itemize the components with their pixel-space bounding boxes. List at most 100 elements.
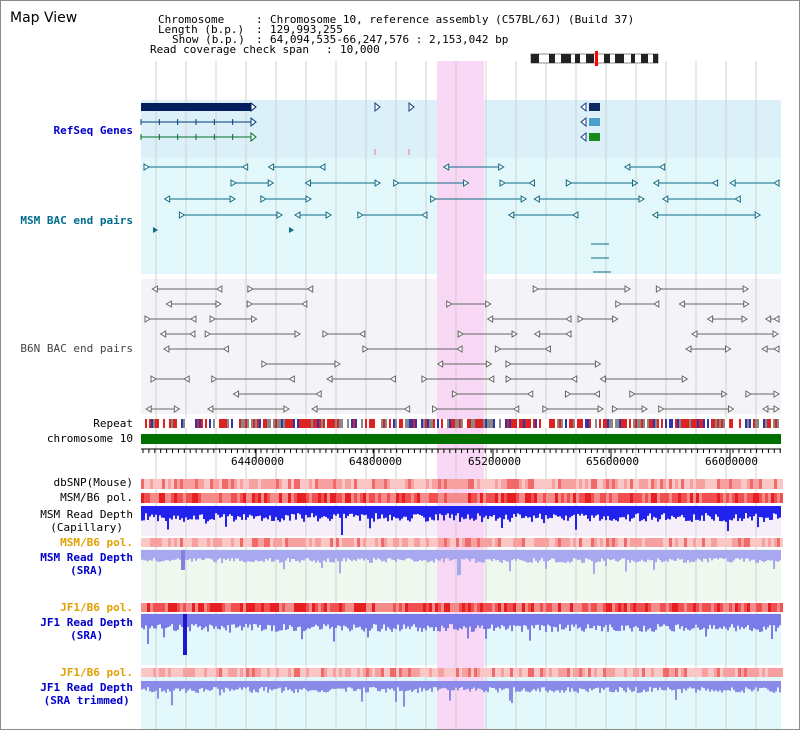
depth-bar	[693, 550, 695, 563]
depth-bar	[737, 614, 739, 626]
depth-bar	[219, 506, 221, 518]
repeat-mark	[343, 419, 345, 428]
depth-bar	[769, 614, 771, 625]
pol-cell	[669, 538, 672, 547]
pol-cell	[750, 538, 753, 547]
depth-bar	[597, 550, 599, 562]
depth-bar	[187, 550, 189, 561]
pol-cell	[468, 493, 471, 503]
depth-bar	[627, 550, 629, 560]
pol-cell	[201, 479, 204, 489]
depth-bar	[303, 550, 305, 561]
bac-end	[446, 300, 453, 308]
pol-cell	[222, 493, 225, 503]
depth-bar	[587, 506, 589, 519]
pol-cell	[759, 493, 762, 503]
depth-bar	[559, 614, 561, 625]
depth-bar	[643, 550, 645, 562]
repeat-mark	[637, 419, 639, 428]
depth-bar	[539, 550, 541, 561]
track-label-refseq[interactable]: RefSeq Genes	[53, 124, 133, 137]
depth-bar	[617, 681, 619, 692]
depth-bar	[675, 506, 677, 519]
repeat-mark	[155, 419, 157, 428]
pol-cell	[249, 538, 252, 547]
track-label-msm-pol-1[interactable]: MSM/B6 pol.	[60, 491, 133, 504]
depth-bar	[647, 681, 649, 692]
pol-cell	[603, 479, 606, 489]
depth-bar	[615, 506, 617, 521]
depth-bar	[619, 506, 621, 518]
track-label-b6n-bac[interactable]: B6N BAC end pairs	[20, 342, 133, 355]
depth-bar	[583, 614, 585, 632]
depth-bar	[771, 506, 773, 520]
pol-cell	[492, 493, 495, 503]
repeat-mark	[579, 419, 581, 428]
depth-bar	[743, 550, 745, 562]
track-label-dbsnp[interactable]: dbSNP(Mouse)	[53, 476, 133, 489]
track-label-jf1-pol-1[interactable]: JF1/B6 pol.	[60, 601, 133, 614]
track-label-msm-depth-cap[interactable]: MSM Read Depth (Capillary)	[40, 508, 133, 534]
pol-cell	[564, 668, 567, 677]
pol-cell	[336, 668, 339, 677]
pol-cell	[678, 479, 681, 489]
pol-cell	[558, 538, 561, 547]
bac-end	[232, 390, 240, 398]
pol-cell	[357, 668, 360, 677]
track-label-jf1-depth-sra[interactable]: JF1 Read Depth (SRA)	[40, 616, 133, 642]
depth-bar	[621, 506, 623, 518]
repeat-mark	[517, 419, 519, 428]
depth-bar	[669, 681, 671, 690]
track-label-msm-depth-sra[interactable]: MSM Read Depth (SRA)	[40, 551, 133, 577]
depth-bar	[727, 506, 729, 532]
repeat-mark	[253, 419, 255, 428]
repeat-mark	[365, 419, 367, 428]
depth-bar	[739, 550, 741, 560]
bac-end	[724, 345, 732, 353]
repeat-mark	[297, 419, 299, 428]
pol-cell	[411, 479, 414, 489]
track-label-msm-bac[interactable]: MSM BAC end pairs	[20, 214, 133, 227]
track-label-msm-pol-2[interactable]: MSM/B6 pol.	[60, 536, 133, 549]
track-label-jf1-pol-2[interactable]: JF1/B6 pol.	[60, 666, 133, 679]
pol-cell	[309, 493, 312, 503]
pol-cell	[567, 603, 570, 612]
depth-bar	[383, 614, 385, 625]
pol-cell	[159, 538, 162, 547]
pol-cell	[291, 538, 294, 547]
depth-bar	[711, 506, 713, 520]
depth-bar	[283, 506, 285, 521]
pol-cell	[567, 479, 570, 489]
pol-cell	[612, 603, 615, 612]
pol-cell	[222, 538, 225, 547]
depth-bar	[163, 681, 165, 691]
bac-end	[442, 163, 450, 171]
repeat-mark	[179, 419, 181, 428]
track-label-jf1-depth-trim[interactable]: JF1 Read Depth (SRA trimmed)	[40, 681, 133, 707]
pol-cell	[669, 479, 672, 489]
pol-cell	[687, 479, 690, 489]
pol-cell	[621, 479, 624, 489]
depth-bar	[171, 550, 173, 560]
pol-cell	[537, 603, 540, 612]
bac-end	[188, 330, 196, 338]
pol-cell	[234, 479, 237, 489]
depth-bar	[641, 681, 643, 693]
bac-end	[204, 330, 212, 338]
pol-cell	[222, 668, 225, 677]
depth-bar	[279, 614, 281, 631]
pol-cell	[213, 668, 216, 677]
pol-cell	[690, 668, 693, 677]
depth-bar	[349, 506, 351, 514]
pol-cell	[228, 668, 231, 677]
highlight-region	[437, 61, 484, 729]
pol-cell	[480, 479, 483, 489]
depth-bar	[529, 550, 531, 562]
repeat-mark	[731, 419, 733, 428]
depth-bar	[549, 506, 551, 518]
pol-cell	[708, 668, 711, 677]
pol-cell	[744, 479, 747, 489]
pol-cell	[699, 668, 702, 677]
bac-end	[436, 360, 444, 368]
